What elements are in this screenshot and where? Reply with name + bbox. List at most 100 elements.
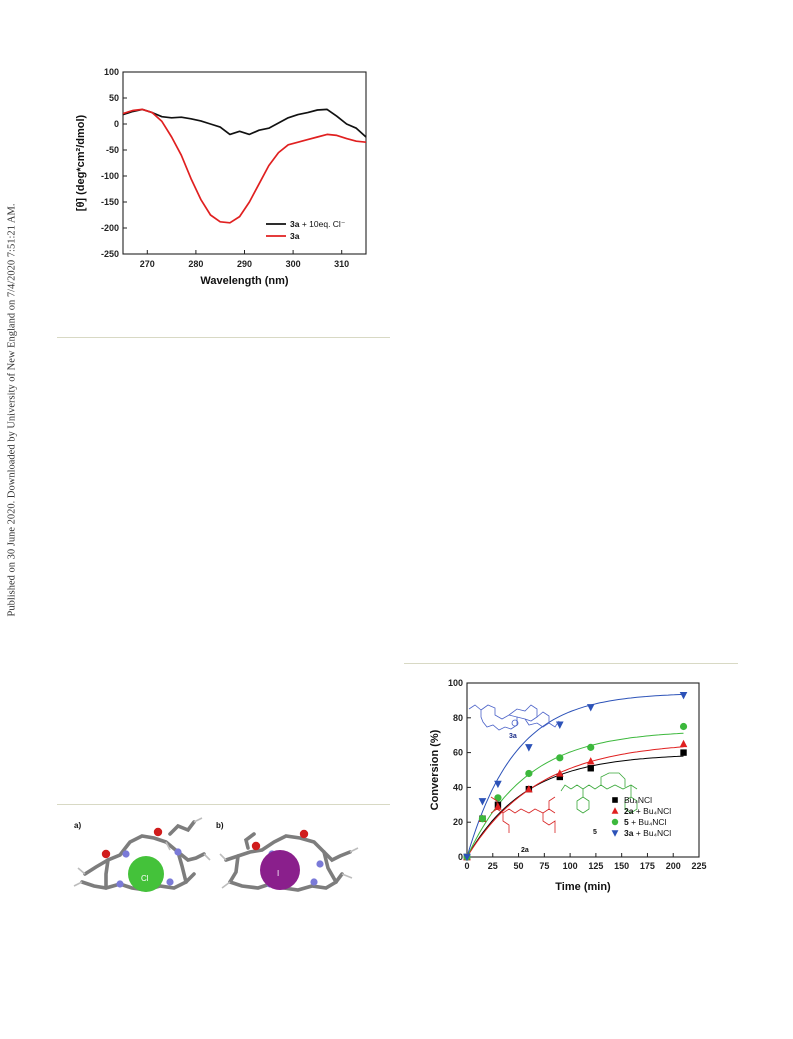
conv-point-s2 [679,722,688,731]
molecular-models-figure: a) b) Cl I [73,817,359,892]
cd-x-tick-label: 300 [286,259,301,269]
conv-point-s2 [556,754,564,762]
cd-legend-label: 3a + 10eq. Cl⁻ [290,219,346,229]
cd-x-tick-label: 270 [140,259,155,269]
cd-y-axis-label: [θ] (deg*cm²/dmol) [75,114,87,211]
rule-left-bottom [57,804,390,805]
structure-3a-drawing [468,704,560,731]
conv-point-s3 [556,721,564,729]
conv-point-s3 [494,780,502,789]
conv-legend-label: Bu₄NCl [624,795,652,805]
conv-point-s1 [494,802,502,810]
conv-point-s3 [463,853,471,862]
conv-fit-curve-2 [466,732,684,858]
panel-a-label: a) [74,821,81,830]
rule-right [404,663,738,664]
cd-y-tick-label: -150 [101,197,119,207]
oxygen-atom [251,841,261,851]
cd-plot-area: 100 50 0 -50 -100 -150 -200 -250 270 280 290 300 310 [101,67,367,269]
conv-x-tick-label: 200 [666,861,681,871]
iodide-label: I [277,869,279,878]
cd-x-tick-label: 280 [188,259,203,269]
conv-point-s2 [587,743,595,751]
chloride-label: Cl [141,874,149,883]
conv-y-tick-label: 80 [453,713,463,723]
conv-point-s3 [525,744,533,752]
nitrogen-atom [116,880,124,888]
conv-y-tick-label: 40 [453,782,463,792]
conv-point-s2 [525,769,533,778]
conv-point-s1 [525,784,533,793]
conv-x-tick-label: 75 [539,861,549,871]
conv-x-tick-label: 100 [563,861,578,871]
conv-x-tick-label: 175 [640,861,655,871]
conv-point-s0 [587,765,594,772]
nitrogen-atom [316,860,324,868]
cd-y-tick-label: 50 [109,93,119,103]
cd-y-tick-label: 0 [114,119,119,129]
conv-y-tick-label: 100 [448,678,463,688]
oxygen-atom [299,829,309,839]
conv-point-s1 [556,769,564,777]
conv-point-s1 [586,757,595,765]
conv-plot-frame [466,682,700,858]
nitrogen-atom [174,848,182,856]
cd-y-tick-label: -50 [106,145,119,155]
conv-legend-label: 3a + Bu₄NCl [624,828,671,838]
conv-y-tick-label: 60 [453,748,463,758]
conv-legend-marker [611,830,619,837]
nitrogen-atom [122,850,130,858]
panel-b-label: b) [216,821,224,830]
oxygen-atom [153,827,163,837]
structure-2a-drawing [490,796,556,833]
download-stamp: Published on 30 June 2020. Downloaded by… [2,180,22,640]
iodide-sphere [260,850,300,890]
rule-left-top [57,337,390,338]
cd-legend-label: 3a [290,231,300,241]
nitrogen-atom [166,878,174,886]
conv-point-s3 [586,704,595,712]
cd-series-line-1 [122,108,367,224]
cd-x-tick-label: 310 [334,259,349,269]
conv-x-tick-label: 150 [614,861,629,871]
conv-point-s0 [556,773,563,781]
cd-y-tick-label: -100 [101,171,119,181]
cd-y-tick-label: -250 [101,249,119,259]
conv-point-s3 [679,691,688,700]
cd-legend: 3a + 10eq. Cl⁻ 3a [266,219,346,241]
conv-y-tick-label: 0 [458,852,463,862]
model-b-framework [224,832,352,892]
conversion-chart: 0 20 40 60 80 100 0 25 50 75 100 125 150 175 200 225 3a… [429,678,707,893]
structure-5-drawing [560,772,638,814]
conv-fit-curve-3 [466,693,684,858]
conv-legend-marker [611,818,619,826]
conv-y-tick-label: 20 [453,817,463,827]
conv-x-tick-label: 25 [488,861,498,871]
cd-y-tick-label: -200 [101,223,119,233]
conv-point-s1 [679,739,688,748]
cd-x-tick-label: 290 [237,259,252,269]
conv-legend-marker [612,797,618,803]
conv-point-s0 [680,749,687,756]
structure-5-label: 5 [593,829,597,836]
cd-series-line-0 [122,108,367,138]
conv-x-axis-label: Time (min) [555,881,611,893]
structure-2a-label: 2a [521,847,529,854]
conv-point-s3 [478,798,487,806]
cd-x-axis-label: Wavelength (nm) [200,275,289,287]
conv-legend-label: 2a + Bu₄NCl [624,806,671,816]
chloride-sphere [128,856,164,892]
nitrogen-atom [310,878,318,886]
cd-spectrum-chart: 100 50 0 -50 -100 -150 -200 -250 270 280 290 300 310… [75,67,367,287]
conv-x-tick-label: 225 [691,861,706,871]
conv-x-tick-label: 50 [514,861,524,871]
cd-y-tick-label: 100 [104,67,119,77]
conv-legend-marker [611,807,619,814]
conv-fit-curve-1 [466,746,684,858]
conv-y-axis-label: Conversion (%) [429,729,441,810]
model-a-atoms [101,827,182,888]
conv-x-tick-label: 0 [464,861,469,871]
oxygen-atom [101,849,111,859]
download-stamp-text: Published on 30 June 2020. Downloaded by… [6,203,18,617]
